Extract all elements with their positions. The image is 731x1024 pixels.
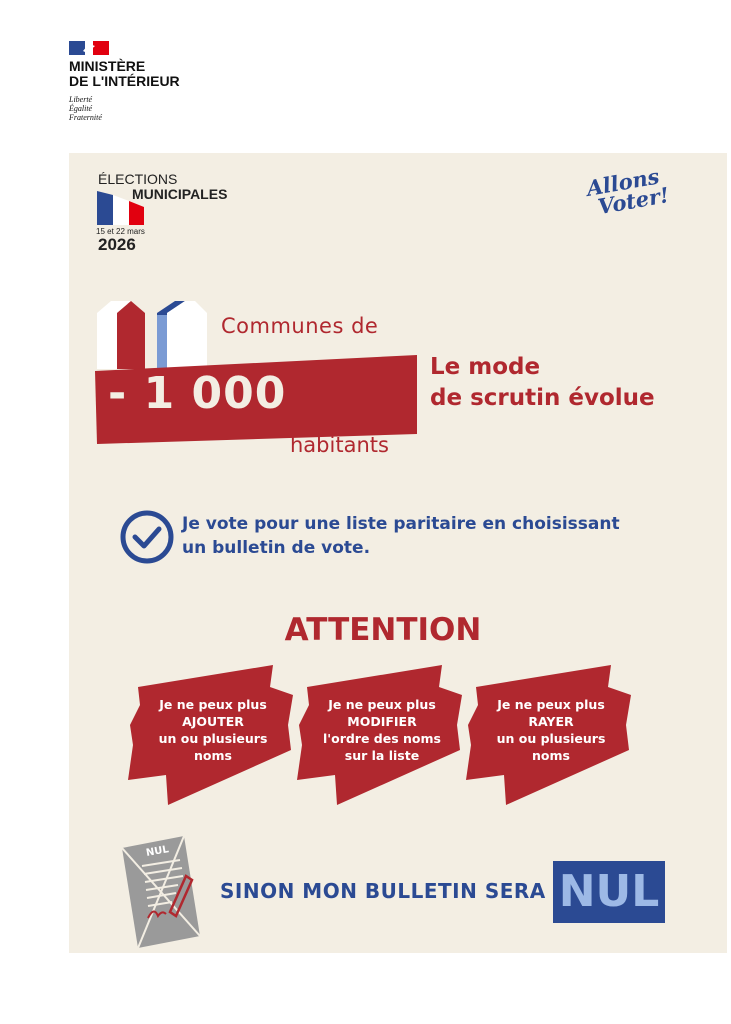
mode-line1: Le mode	[430, 354, 541, 380]
ministry-name: MINISTÈRE DE L'INTÉRIEUR	[69, 59, 180, 89]
french-flag-icon	[97, 191, 144, 225]
communes-prefix: Communes de	[221, 314, 379, 338]
election-dates: 15 et 22 mars	[96, 227, 145, 236]
ribbon-ajouter: Je ne peux plus AJOUTER un ou plusieurs nom…	[128, 665, 298, 805]
ministry-line2: DE L'INTÉRIEUR	[69, 73, 180, 89]
attention-heading: ATTENTION	[284, 612, 482, 648]
warning-text: SINON MON BULLETIN SERA	[220, 879, 546, 903]
ribbon-line: un ou plusieurs	[158, 731, 268, 746]
motto-egalite: Égalité	[69, 104, 93, 113]
vote-line1: Je vote pour une liste paritaire en choi…	[182, 514, 620, 534]
ribbon-line: Je ne peux plus	[497, 697, 605, 712]
ribbon-line: Je ne peux plus	[159, 697, 267, 712]
ribbon-line: l'ordre des noms	[323, 731, 441, 746]
ribbon-line: un ou plusieurs	[496, 731, 606, 746]
vote-instruction: Je vote pour une liste paritaire en choi…	[182, 512, 620, 560]
motto-liberte: Liberté	[69, 95, 93, 104]
ribbon-line: MODIFIER	[347, 714, 417, 729]
poster-panel	[69, 153, 727, 953]
ministry-line1: MINISTÈRE	[69, 58, 146, 74]
municipales-label: MUNICIPALES	[132, 186, 228, 202]
motto: Liberté Égalité Fraternité	[69, 95, 102, 122]
mode-line2: de scrutin évolue	[430, 385, 655, 411]
marianne-logo	[69, 41, 109, 55]
ribbon-line: AJOUTER	[182, 714, 244, 729]
check-circle-icon	[120, 510, 174, 564]
houses-banner	[95, 301, 417, 444]
ribbon-rayer: Je ne peux plus RAYER un ou plusieurs noms	[466, 665, 636, 805]
elections-label: ÉLECTIONS	[98, 171, 178, 187]
ribbon-line: noms	[532, 748, 570, 763]
ribbon-modifier: Je ne peux plus MODIFIER l'ordre des noms s…	[297, 665, 467, 805]
ribbon-line: sur la liste	[344, 748, 420, 763]
ribbon-line: Je ne peux plus	[328, 697, 436, 712]
ribbon-line: noms	[194, 748, 232, 763]
election-year: 2026	[98, 235, 136, 254]
void-ballot-icon: NUL	[120, 836, 200, 948]
mode-headline: Le mode de scrutin évolue	[430, 352, 655, 414]
motto-fraternite: Fraternité	[69, 113, 102, 122]
population-threshold: - 1 000	[108, 368, 287, 419]
nul-badge: NUL	[553, 861, 665, 923]
communes-suffix: habitants	[290, 433, 389, 457]
vote-line2: un bulletin de vote.	[182, 538, 371, 558]
ribbon-line: RAYER	[528, 714, 574, 729]
